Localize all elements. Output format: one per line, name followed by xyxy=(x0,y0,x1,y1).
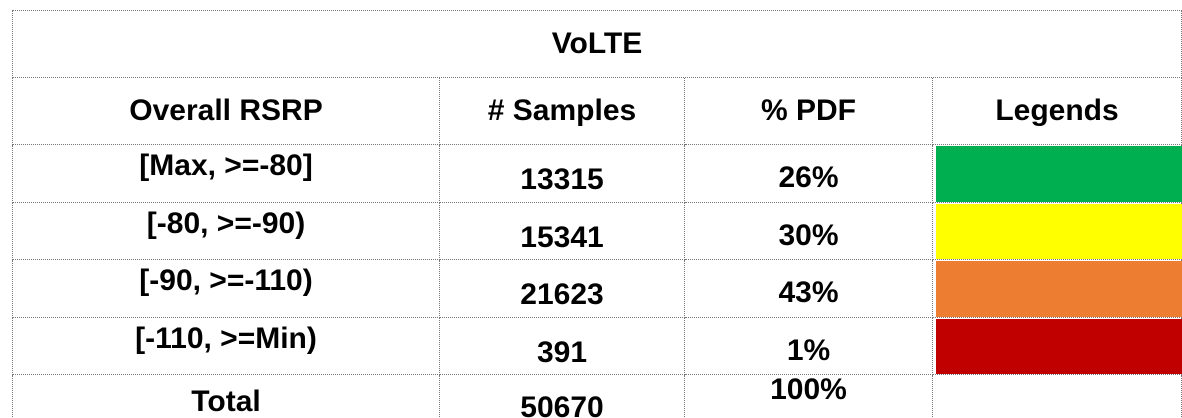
samples-cell: 21623 xyxy=(440,260,685,318)
samples-cell: 391 xyxy=(440,317,685,375)
range-cell: [-110, >=Min) xyxy=(12,317,440,375)
pdf-cell: 26% xyxy=(685,145,933,203)
legend-swatch xyxy=(936,146,1182,202)
legend-swatch xyxy=(936,203,1182,259)
pdf-cell: 1% xyxy=(685,317,933,375)
pdf-cell: 30% xyxy=(685,202,933,260)
header-cell: Legends xyxy=(933,78,1182,145)
legend-swatch xyxy=(936,261,1182,317)
legend-swatch xyxy=(936,318,1182,374)
total-legend xyxy=(933,375,1182,418)
range-cell: [Max, >=-80] xyxy=(12,145,440,203)
total-pdf: 100% xyxy=(685,373,933,418)
range-cell: [-90, >=-110) xyxy=(12,260,440,318)
header-cell: % PDF xyxy=(685,78,933,145)
range-cell: [-80, >=-90) xyxy=(12,202,440,260)
pdf-cell: 43% xyxy=(685,260,933,318)
total-samples: 50670 xyxy=(440,375,685,418)
header-cell: # Samples xyxy=(440,78,685,145)
title-cell: VoLTE xyxy=(12,10,1182,78)
samples-cell: 13315 xyxy=(440,145,685,203)
total-label: Total xyxy=(12,375,440,418)
header-cell: Overall RSRP xyxy=(12,78,440,145)
samples-cell: 15341 xyxy=(440,202,685,260)
